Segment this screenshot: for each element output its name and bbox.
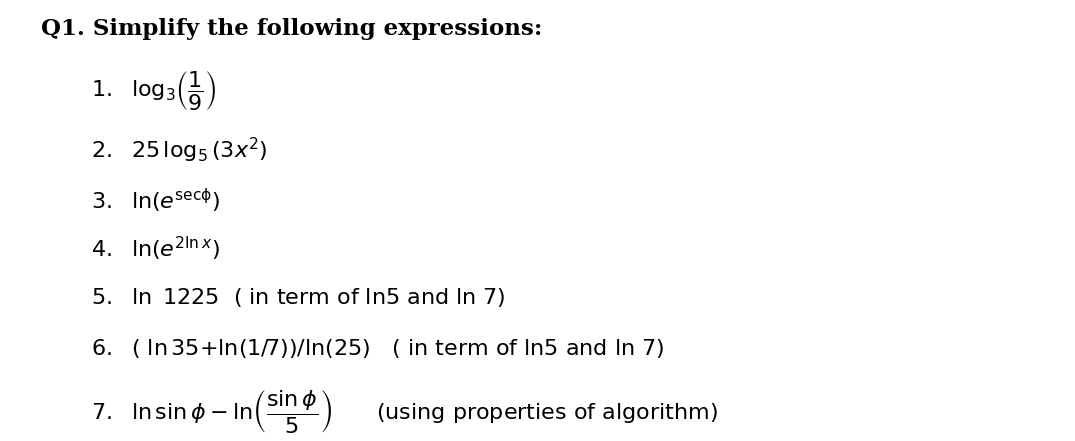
Text: $3.\ \ \ln(e^{\rm sec\phi})$: $3.\ \ \ln(e^{\rm sec\phi})$ bbox=[91, 187, 220, 215]
Text: $2.\ \ 25\,\log_5(3x^2)$: $2.\ \ 25\,\log_5(3x^2)$ bbox=[91, 135, 268, 164]
Text: $7.\ \ \ln\sin\phi - \ln\!\left(\dfrac{\sin\phi}{5}\right)$$\qquad$(using proper: $7.\ \ \ln\sin\phi - \ln\!\left(\dfrac{\… bbox=[91, 387, 718, 435]
Text: $1.\ \ \log_3\!\left(\dfrac{1}{9}\right)$: $1.\ \ \log_3\!\left(\dfrac{1}{9}\right)… bbox=[91, 69, 217, 112]
Text: $4.\ \ \ln(e^{2\ln x})$: $4.\ \ \ln(e^{2\ln x})$ bbox=[91, 235, 220, 263]
Text: Q1. Simplify the following expressions:: Q1. Simplify the following expressions: bbox=[41, 18, 542, 40]
Text: $5.\ \ \ln\ 1225\ $ ( in term of ln5 and ln 7): $5.\ \ \ln\ 1225\ $ ( in term of ln5 and… bbox=[91, 286, 506, 309]
Text: $6.\ \ (\ \ln35{+}\ln(1/7))/\ln(25)\ \ $ ( in term of ln5 and ln 7): $6.\ \ (\ \ln35{+}\ln(1/7))/\ln(25)\ \ $… bbox=[91, 337, 664, 360]
